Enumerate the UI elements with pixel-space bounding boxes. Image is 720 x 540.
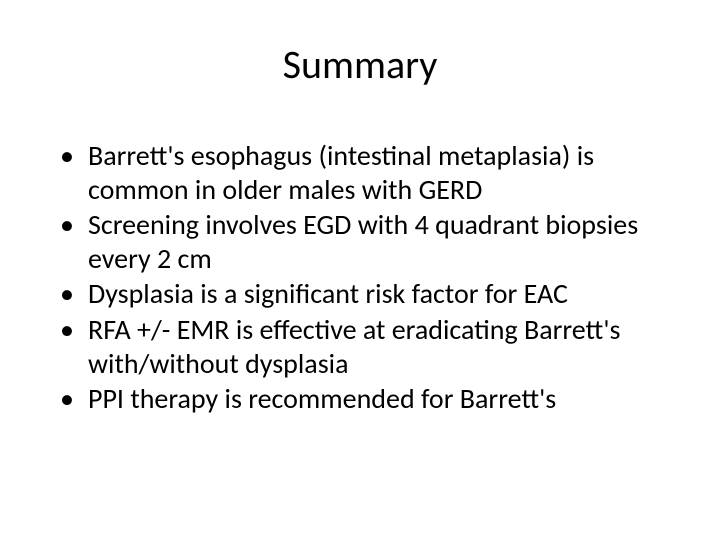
list-item: PPI therapy is recommended for Barrett's [60, 382, 680, 416]
slide-container: Summary Barrett's esophagus (intestinal … [0, 0, 720, 540]
slide-title: Summary [40, 40, 680, 89]
list-item: RFA +/- EMR is effective at eradicating … [60, 313, 680, 380]
bullet-list: Barrett's esophagus (intestinal metaplas… [40, 139, 680, 416]
list-item: Barrett's esophagus (intestinal metaplas… [60, 139, 680, 206]
list-item: Dysplasia is a significant risk factor f… [60, 277, 680, 311]
list-item: Screening involves EGD with 4 quadrant b… [60, 208, 680, 275]
